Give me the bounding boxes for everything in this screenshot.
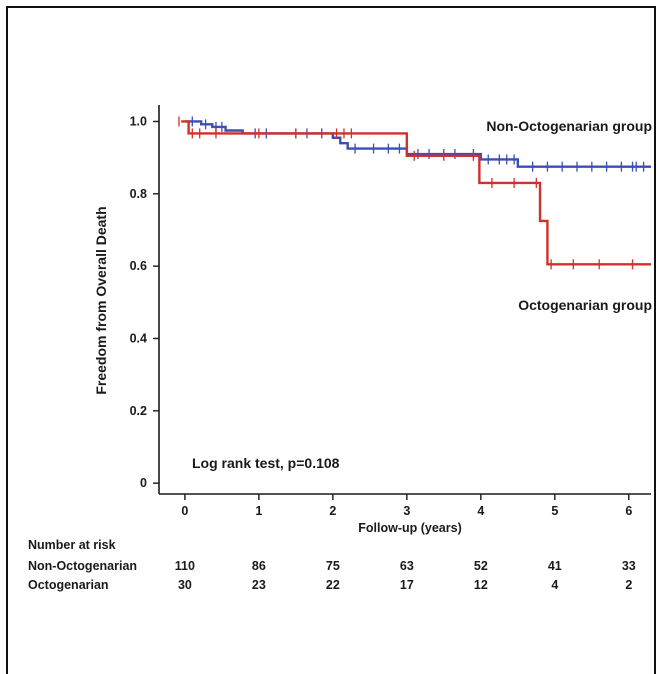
y-tick-label: 1.0 — [130, 114, 147, 128]
km-chart: 0 0.2 0.4 0.6 0.8 1.0 0 1 2 3 4 5 6 Follow-up (years… — [93, 105, 652, 535]
series-label-octogenarian: Octogenarian group — [518, 297, 652, 313]
risk-value: 110 — [174, 559, 195, 573]
x-tick-label: 0 — [181, 504, 188, 518]
risk-value: 22 — [325, 578, 340, 592]
risk-value: 4 — [551, 578, 559, 592]
series-label-non-octogenarian: Non-Octogenarian group — [486, 118, 652, 134]
axes: 0 0.2 0.4 0.6 0.8 1.0 0 1 2 3 4 5 6 — [130, 105, 651, 518]
y-tick-label: 0.8 — [130, 187, 147, 201]
chart-texts: Follow-up (years) Freedom from Overall De… — [93, 118, 652, 535]
risk-value: 41 — [547, 559, 562, 573]
y-tick-label: 0 — [140, 476, 147, 490]
x-axis-label: Follow-up (years) — [358, 521, 461, 535]
risk-value: 63 — [399, 559, 414, 573]
survival-curves — [178, 116, 651, 270]
y-axis-label: Freedom from Overall Death — [93, 206, 109, 394]
survival-curve-1 — [181, 120, 651, 266]
x-tick-label: 5 — [551, 504, 558, 518]
figure-frame: 0 0.2 0.4 0.6 0.8 1.0 0 1 2 3 4 5 6 Follow-up (years… — [6, 6, 656, 674]
y-tick-label: 0.2 — [130, 404, 147, 418]
risk-table-title: Number at risk — [28, 538, 116, 552]
y-tick-label: 0.6 — [130, 259, 147, 273]
risk-value: 52 — [473, 559, 488, 573]
x-tick-label: 2 — [329, 504, 336, 518]
risk-value: 23 — [251, 578, 266, 592]
log-rank-annotation: Log rank test, p=0.108 — [192, 455, 340, 471]
risk-value: 17 — [399, 578, 414, 592]
risk-value: 12 — [473, 578, 488, 592]
x-tick-label: 4 — [477, 504, 484, 518]
risk-value: 75 — [325, 559, 340, 573]
risk-value: 30 — [177, 578, 192, 592]
risk-row-label: Non-Octogenarian — [28, 559, 138, 573]
risk-value: 33 — [621, 559, 636, 573]
risk-row-label: Octogenarian — [28, 578, 109, 592]
y-tick-label: 0.4 — [130, 331, 147, 345]
risk-value: 86 — [251, 559, 266, 573]
risk-value: 2 — [625, 578, 633, 592]
x-tick-label: 1 — [255, 504, 262, 518]
x-tick-label: 3 — [403, 504, 410, 518]
x-tick-label: 6 — [625, 504, 632, 518]
